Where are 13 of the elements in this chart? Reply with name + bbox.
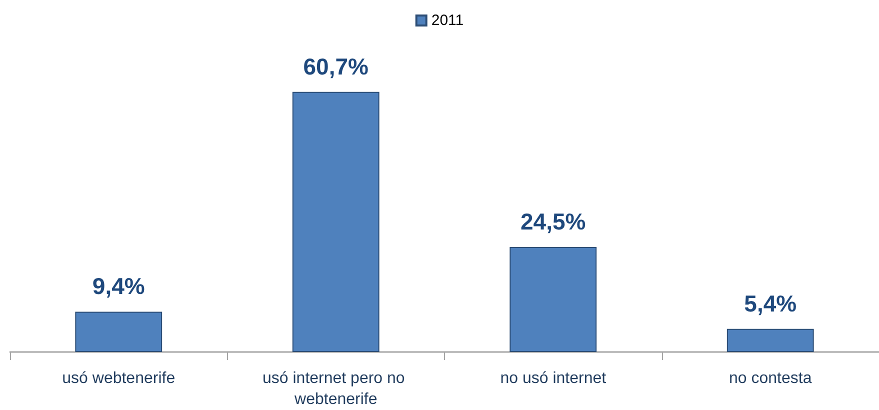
x-tick-label: no contesta — [729, 370, 812, 387]
legend-label: 2011 — [431, 12, 464, 29]
data-label: 24,5% — [520, 208, 586, 234]
bar — [292, 92, 380, 352]
x-tick-label: usó internet pero no webtenerife — [262, 370, 410, 408]
x-tick-label: no usó internet — [500, 370, 607, 387]
data-label: 60,7% — [303, 53, 368, 80]
bar — [75, 312, 162, 352]
bar — [726, 328, 814, 352]
x-tick-label: usó webtenerife — [62, 370, 176, 387]
bar — [510, 247, 597, 352]
data-label: 9,4% — [92, 273, 145, 300]
data-label: 5,4% — [744, 290, 797, 316]
